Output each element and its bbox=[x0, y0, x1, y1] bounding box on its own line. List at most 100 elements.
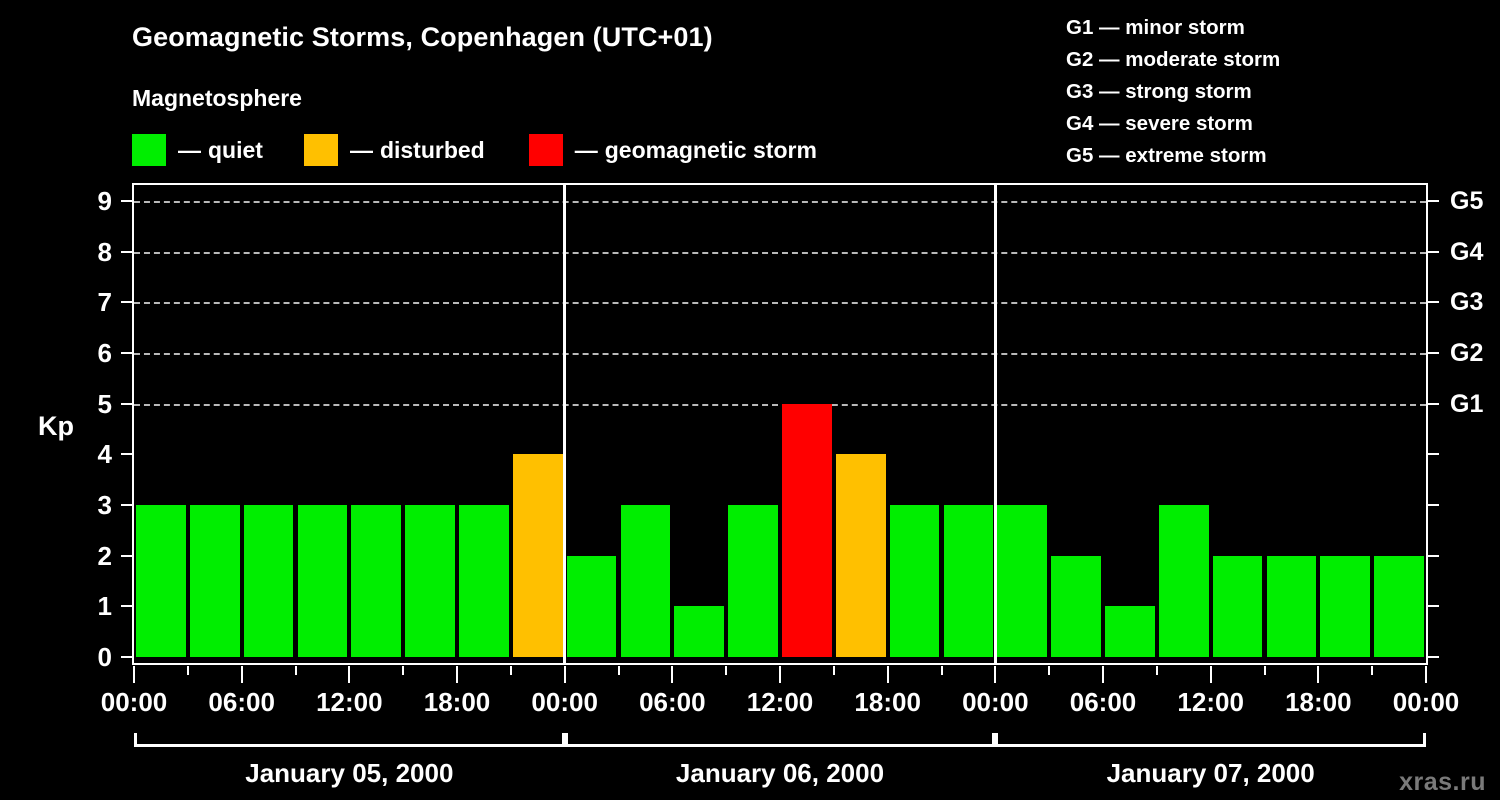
y-tick-6 bbox=[121, 352, 132, 354]
y-tick-5 bbox=[121, 402, 132, 405]
day-label-2: January 07, 2000 bbox=[1106, 758, 1315, 788]
g-scale-code: G1 bbox=[1066, 16, 1094, 39]
g-scale-dash: — bbox=[1093, 48, 1126, 71]
x-tick-label-3: 18:00 bbox=[423, 687, 491, 717]
g-scale-row-g1: G1 — minor storm bbox=[1066, 12, 1486, 44]
bar bbox=[297, 505, 348, 657]
g-scale-row-g3: G3 — strong storm bbox=[1066, 76, 1486, 108]
day-bracket-2 bbox=[995, 733, 1426, 747]
bar bbox=[1051, 555, 1101, 657]
x-tick-9 bbox=[617, 666, 620, 675]
g-axis-label-g3: G3 bbox=[1450, 288, 1484, 317]
g-scale-desc: minor storm bbox=[1125, 16, 1245, 39]
y-tick-label-4: 4 bbox=[97, 439, 112, 470]
g-scale-row-g4: G4 — severe storm bbox=[1066, 108, 1486, 140]
g-axis-label-g4: G4 bbox=[1450, 237, 1484, 266]
x-tick-22 bbox=[1317, 666, 1320, 683]
x-tick-13 bbox=[832, 666, 835, 675]
bar bbox=[620, 505, 671, 657]
x-tick-12 bbox=[779, 666, 781, 683]
bar bbox=[1212, 555, 1263, 657]
chart-plot-area bbox=[132, 183, 1428, 665]
section-label: Magnetosphere bbox=[132, 85, 302, 111]
x-tick-14 bbox=[886, 666, 889, 683]
g-scale-dash: — bbox=[1093, 112, 1126, 135]
day-label-1: January 06, 2000 bbox=[675, 758, 885, 788]
green-swatch-icon bbox=[132, 134, 166, 166]
x-tick-19 bbox=[1155, 666, 1158, 675]
y-tick-label-2: 2 bbox=[97, 540, 112, 571]
x-tick-6 bbox=[456, 666, 458, 683]
x-tick-11 bbox=[725, 666, 728, 675]
legend-dash: — bbox=[178, 136, 201, 163]
gridline-kp-5 bbox=[134, 403, 1426, 406]
x-tick-17 bbox=[1048, 666, 1051, 675]
y-tick-2 bbox=[121, 554, 132, 557]
x-tick-label-5: 06:00 bbox=[639, 687, 706, 717]
gridline-kp-9 bbox=[134, 201, 1426, 203]
y-tick-label-1: 1 bbox=[97, 591, 112, 622]
x-tick-1 bbox=[186, 666, 189, 675]
y-tick-label-7: 7 bbox=[97, 287, 112, 318]
g-scale-dash: — bbox=[1093, 144, 1126, 167]
bar bbox=[835, 454, 886, 657]
g-scale-code: G3 bbox=[1066, 80, 1094, 103]
bar bbox=[943, 505, 994, 657]
y-tick-label-3: 3 bbox=[97, 490, 112, 520]
y-right-tick-4 bbox=[1428, 453, 1439, 456]
watermark: xras.ru bbox=[1399, 768, 1486, 796]
day-divider bbox=[993, 185, 997, 663]
page-title: Geomagnetic Storms, Copenhagen (UTC+01) bbox=[132, 22, 713, 52]
y-right-tick-6 bbox=[1428, 352, 1439, 354]
legend-dash: — bbox=[574, 136, 598, 163]
g-scale-dash: — bbox=[1093, 16, 1126, 39]
legend-label-disturbed: disturbed bbox=[379, 136, 485, 163]
y-right-tick-5 bbox=[1428, 402, 1439, 405]
y-tick-4 bbox=[121, 453, 132, 456]
bar bbox=[1158, 505, 1209, 657]
y-tick-8 bbox=[121, 250, 132, 253]
legend-dash: — bbox=[349, 136, 373, 163]
y-tick-3 bbox=[121, 504, 132, 506]
x-tick-3 bbox=[294, 666, 297, 675]
bar bbox=[889, 505, 940, 657]
y-right-tick-9 bbox=[1428, 200, 1439, 202]
legend-item-disturbed: — disturbed bbox=[303, 133, 485, 167]
x-tick-label-1: 06:00 bbox=[208, 687, 275, 717]
g-scale-code: G4 bbox=[1066, 112, 1094, 135]
x-tick-24 bbox=[1425, 666, 1427, 683]
y-right-tick-8 bbox=[1428, 250, 1439, 253]
y-right-tick-3 bbox=[1428, 504, 1439, 506]
y-tick-0 bbox=[121, 656, 132, 658]
g-axis-label-g2: G2 bbox=[1450, 339, 1484, 367]
x-tick-label-6: 12:00 bbox=[746, 687, 814, 717]
x-tick-label-7: 18:00 bbox=[854, 687, 921, 717]
g-scale-desc: strong storm bbox=[1125, 80, 1252, 103]
y-tick-7 bbox=[121, 301, 132, 304]
bar bbox=[1374, 555, 1424, 657]
y-right-tick-2 bbox=[1428, 554, 1439, 557]
g-scale-desc: extreme storm bbox=[1125, 144, 1267, 167]
g-scale-row-g2: G2 — moderate storm bbox=[1066, 44, 1486, 76]
bar bbox=[1266, 555, 1317, 657]
x-tick-21 bbox=[1263, 666, 1266, 675]
bar bbox=[1105, 606, 1155, 657]
g-axis-label-g1: G1 bbox=[1450, 389, 1484, 418]
day-label-0: January 05, 2000 bbox=[245, 758, 454, 788]
y-tick-9 bbox=[121, 200, 132, 202]
bar bbox=[189, 505, 240, 657]
x-tick-15 bbox=[940, 666, 943, 675]
x-tick-16 bbox=[994, 666, 997, 683]
x-tick-5 bbox=[402, 666, 405, 675]
x-tick-label-12: 00:00 bbox=[1392, 687, 1460, 717]
orange-swatch-icon bbox=[303, 134, 338, 166]
x-tick-label-9: 06:00 bbox=[1069, 687, 1137, 717]
bar bbox=[997, 505, 1048, 657]
legend-label-quiet: quiet bbox=[208, 136, 263, 163]
y-tick-1 bbox=[121, 605, 132, 608]
gridline-kp-6 bbox=[134, 353, 1426, 355]
bar bbox=[566, 555, 617, 657]
x-tick-18 bbox=[1102, 666, 1104, 683]
x-tick-label-2: 12:00 bbox=[316, 687, 383, 717]
bar bbox=[136, 505, 186, 657]
